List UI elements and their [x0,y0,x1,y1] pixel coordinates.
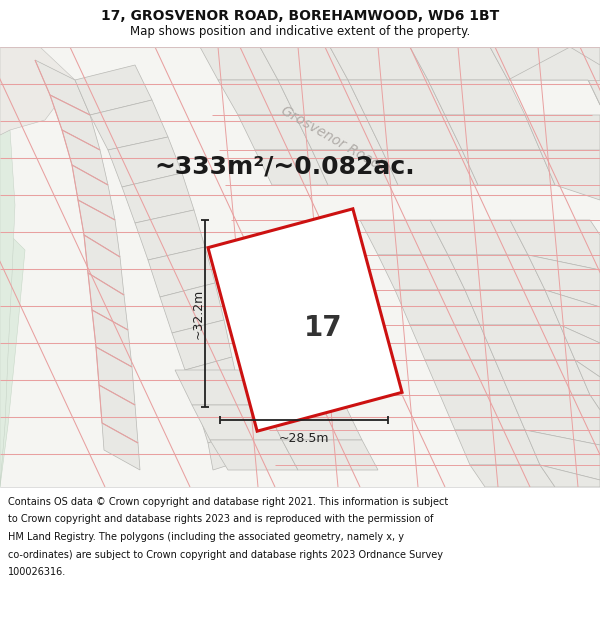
Polygon shape [525,115,600,165]
Polygon shape [84,235,124,295]
Polygon shape [238,115,312,150]
Polygon shape [96,347,135,405]
Polygon shape [192,405,282,440]
Text: ~333m²/~0.082ac.: ~333m²/~0.082ac. [155,155,415,179]
Polygon shape [282,440,378,470]
Polygon shape [175,370,265,405]
Polygon shape [160,283,224,333]
Polygon shape [440,395,525,430]
Polygon shape [410,47,508,80]
Polygon shape [425,360,510,395]
Text: co-ordinates) are subject to Crown copyright and database rights 2023 Ordnance S: co-ordinates) are subject to Crown copyr… [8,549,443,559]
Polygon shape [278,80,365,115]
Polygon shape [248,370,345,405]
Text: Grosvenor Road: Grosvenor Road [278,103,382,171]
Polygon shape [470,465,555,487]
Polygon shape [172,320,232,370]
Text: Contains OS data © Crown copyright and database right 2021. This information is : Contains OS data © Crown copyright and d… [8,497,448,507]
Polygon shape [588,80,600,105]
Text: HM Land Registry. The polygons (including the associated geometry, namely x, y: HM Land Registry. The polygons (includin… [8,532,404,542]
Polygon shape [430,220,528,255]
Polygon shape [508,47,600,105]
Polygon shape [360,220,448,255]
Polygon shape [395,290,480,325]
Polygon shape [570,47,600,80]
Polygon shape [0,225,25,487]
Polygon shape [50,95,100,150]
Polygon shape [378,255,465,290]
Polygon shape [480,325,575,360]
Polygon shape [35,60,90,115]
Polygon shape [455,430,540,465]
Text: 17, GROSVENOR ROAD, BOREHAMWOOD, WD6 1BT: 17, GROSVENOR ROAD, BOREHAMWOOD, WD6 1BT [101,9,499,23]
Polygon shape [510,395,600,445]
Polygon shape [90,100,168,150]
Polygon shape [208,429,254,470]
Polygon shape [560,325,600,377]
Polygon shape [78,200,120,257]
Polygon shape [525,430,600,480]
Polygon shape [445,115,540,150]
Polygon shape [265,405,362,440]
Polygon shape [72,165,115,220]
Polygon shape [348,80,445,115]
Polygon shape [99,385,138,443]
Polygon shape [208,209,402,431]
Polygon shape [92,310,132,367]
Text: ~28.5m: ~28.5m [279,432,329,445]
Polygon shape [365,115,462,150]
Polygon shape [295,115,382,150]
Text: ~32.2m: ~32.2m [191,288,205,339]
Polygon shape [210,440,298,470]
Polygon shape [0,47,75,135]
Bar [0,487,600,625]
Polygon shape [428,80,525,115]
Polygon shape [462,150,555,185]
Polygon shape [75,65,152,115]
Polygon shape [495,360,590,395]
Polygon shape [148,247,215,297]
Polygon shape [528,255,600,307]
Text: Map shows position and indicative extent of the property.: Map shows position and indicative extent… [130,24,470,38]
Polygon shape [330,47,428,80]
Polygon shape [135,210,205,260]
Polygon shape [218,80,295,115]
Polygon shape [200,47,278,80]
Polygon shape [122,173,194,223]
Polygon shape [490,47,588,80]
Polygon shape [0,130,15,487]
Text: 17: 17 [304,314,343,342]
Text: 100026316.: 100026316. [8,567,66,577]
Polygon shape [448,255,545,290]
Polygon shape [410,325,495,360]
Polygon shape [108,137,182,187]
Polygon shape [382,150,478,185]
Polygon shape [102,423,140,470]
Polygon shape [197,393,248,443]
Polygon shape [510,220,600,270]
Polygon shape [312,150,398,185]
Polygon shape [540,150,600,200]
Polygon shape [185,357,240,407]
Text: to Crown copyright and database rights 2023 and is reproduced with the permissio: to Crown copyright and database rights 2… [8,514,433,524]
Bar [0,0,600,47]
Polygon shape [88,273,128,330]
Polygon shape [255,150,328,185]
Polygon shape [62,130,108,185]
Polygon shape [540,465,600,487]
Polygon shape [465,290,560,325]
Polygon shape [545,290,600,343]
Polygon shape [260,47,348,80]
Polygon shape [575,360,600,410]
Bar [0,47,600,487]
